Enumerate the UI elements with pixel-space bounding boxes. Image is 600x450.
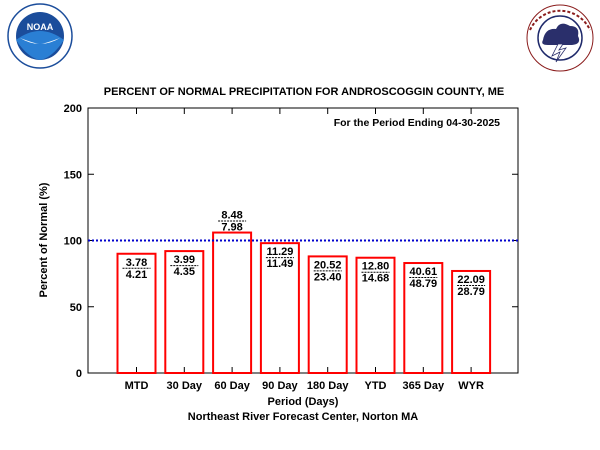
y-tick-label: 150 <box>64 169 82 181</box>
x-tick-label: 30 Day <box>167 380 203 392</box>
bar <box>403 262 444 374</box>
bar <box>307 255 348 374</box>
observed-label: 11.29 <box>266 246 293 258</box>
y-tick-label: 200 <box>64 103 82 115</box>
observed-label: 20.52 <box>314 259 342 271</box>
y-tick-label: 100 <box>64 236 82 248</box>
observed-label: 3.99 <box>174 254 195 266</box>
observed-label: 8.48 <box>221 210 242 222</box>
x-tick-label: 90 Day <box>262 380 298 392</box>
observed-label: 12.80 <box>362 261 390 273</box>
observed-label: 3.78 <box>126 257 147 269</box>
x-axis: MTD 30 Day 60 Day 90 Day 180 Day YTD 365 Day WY… <box>125 108 484 392</box>
noaa-logo-text: NOAA <box>27 22 54 32</box>
bar <box>116 252 157 374</box>
bar <box>451 269 492 375</box>
observed-label: 22.09 <box>457 274 485 286</box>
chart-title: PERCENT OF NORMAL PRECIPITATION FOR ANDR… <box>104 86 505 98</box>
x-tick-label: MTD <box>125 380 149 392</box>
y-tick-label: 50 <box>70 302 82 314</box>
chart-subtitle: For the Period Ending 04-30-2025 <box>334 117 500 129</box>
bar <box>355 256 396 375</box>
x-axis-title: Period (Days) <box>268 396 339 408</box>
bar <box>259 242 300 374</box>
normal-label: 11.49 <box>266 258 293 270</box>
x-tick-label: YTD <box>365 380 387 392</box>
x-tick-label: 365 Day <box>403 380 445 392</box>
bar <box>164 250 205 375</box>
bar <box>212 231 253 374</box>
bars <box>88 231 518 375</box>
normal-label: 23.40 <box>314 271 342 283</box>
normal-label: 28.79 <box>457 286 485 298</box>
x-tick-label: 180 Day <box>307 380 349 392</box>
x-tick-label: WYR <box>458 380 484 392</box>
observed-label: 40.61 <box>410 266 438 278</box>
y-axis: 0 50 100 150 200 <box>64 103 518 380</box>
y-tick-label: 0 <box>76 368 82 380</box>
normal-label: 14.68 <box>362 273 390 285</box>
x-tick-label: 60 Day <box>214 380 250 392</box>
normal-label: 4.35 <box>174 266 195 278</box>
normal-label: 7.98 <box>221 222 242 234</box>
footer-credit: Northeast River Forecast Center, Norton … <box>188 411 418 423</box>
normal-label: 4.21 <box>126 269 147 281</box>
y-axis-title: Percent of Normal (%) <box>38 182 50 297</box>
noaa-logo: NOAA <box>7 3 73 69</box>
normal-label: 48.79 <box>410 278 438 290</box>
nws-logo <box>526 4 594 72</box>
